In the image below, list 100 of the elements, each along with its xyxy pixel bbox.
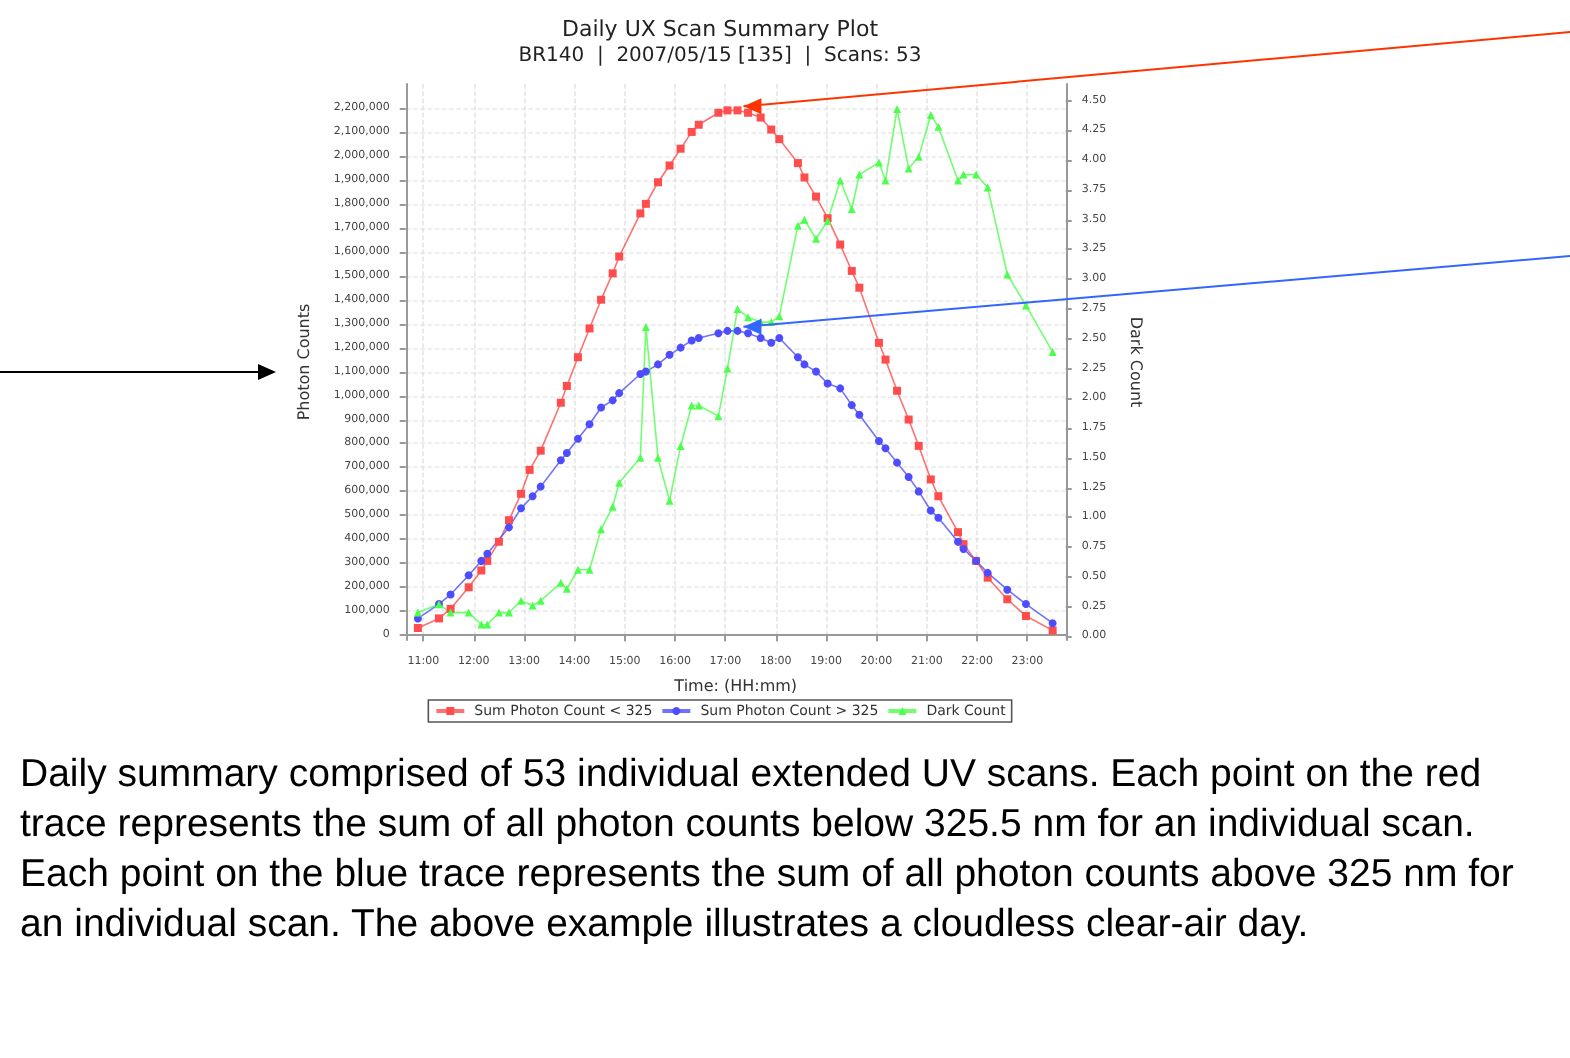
point	[562, 449, 571, 458]
point	[874, 437, 883, 446]
point	[744, 329, 753, 338]
point	[904, 164, 913, 173]
point	[800, 173, 809, 182]
point	[767, 125, 776, 134]
point	[562, 381, 571, 390]
point	[847, 266, 856, 275]
point	[893, 458, 902, 467]
point	[714, 412, 723, 421]
point	[733, 106, 742, 115]
y2-axis-title: Dark Count	[1127, 316, 1145, 408]
point	[983, 568, 992, 577]
text: Daily summary comprised of 53 individual extended UV scans. Each point on the red trace represents the sum of all photon counts below 325.5 nm for an individual scan. Each point on the blue trace represents the sum of all photon counts above 325 nm for an individual scan. The above example illustrates a cloudless clear-air day.	[20, 750, 1516, 950]
point	[793, 159, 802, 168]
point	[494, 537, 503, 546]
point	[665, 161, 674, 170]
point	[953, 528, 962, 537]
point	[676, 144, 685, 153]
point	[934, 513, 943, 522]
point	[615, 252, 624, 261]
point	[585, 324, 594, 333]
point	[800, 215, 809, 224]
point	[562, 584, 571, 593]
point	[847, 401, 856, 410]
point	[881, 444, 890, 453]
point	[641, 199, 650, 208]
point	[536, 446, 545, 455]
point	[723, 106, 732, 115]
point	[641, 367, 650, 376]
point	[477, 556, 486, 565]
point	[934, 492, 943, 501]
point	[608, 269, 617, 278]
point	[775, 334, 784, 343]
point	[413, 608, 422, 617]
point	[926, 506, 935, 515]
point	[1021, 600, 1030, 609]
point	[767, 338, 776, 347]
point	[926, 110, 935, 119]
point	[893, 386, 902, 395]
point	[636, 209, 645, 218]
point	[504, 523, 513, 532]
point	[464, 608, 473, 617]
point	[953, 537, 962, 546]
point	[744, 313, 753, 322]
point	[446, 590, 455, 599]
point	[1003, 585, 1012, 594]
point	[608, 502, 617, 511]
point	[676, 343, 685, 352]
chart-subtitle: BR140 | 2007/05/15 [135] | Scans: 53	[518, 45, 922, 67]
point	[477, 620, 486, 629]
point	[733, 305, 742, 314]
point	[914, 487, 923, 496]
point	[926, 475, 935, 484]
point	[504, 516, 513, 525]
point	[953, 176, 962, 185]
point	[413, 624, 422, 633]
point	[756, 334, 765, 343]
point	[653, 360, 662, 369]
point	[536, 596, 545, 605]
point	[694, 334, 703, 343]
point	[556, 398, 565, 407]
chart-title: Daily UX Scan Summary Plot	[561, 16, 880, 42]
point	[823, 379, 832, 388]
point	[793, 353, 802, 362]
point	[636, 453, 645, 462]
point	[585, 565, 594, 574]
point	[504, 608, 513, 617]
point	[881, 176, 890, 185]
point	[893, 105, 902, 113]
point	[653, 453, 662, 462]
point	[904, 415, 913, 424]
point	[914, 441, 923, 450]
point	[483, 620, 492, 629]
point	[714, 329, 723, 338]
point	[812, 192, 821, 201]
point	[528, 492, 537, 501]
point	[1021, 612, 1030, 621]
point	[585, 420, 594, 429]
point	[483, 549, 492, 558]
point	[914, 152, 923, 161]
point	[756, 113, 765, 122]
point	[687, 336, 696, 345]
point	[744, 108, 753, 117]
point	[874, 338, 883, 347]
point	[800, 360, 809, 369]
point	[836, 384, 845, 393]
point	[733, 326, 742, 335]
x-axis-title: Time: (HH:mm)	[672, 676, 798, 695]
point	[836, 240, 845, 249]
point	[597, 295, 606, 304]
point	[847, 205, 856, 214]
point	[723, 364, 732, 373]
point	[435, 614, 444, 623]
point	[556, 456, 565, 465]
point	[983, 183, 992, 192]
point	[615, 478, 624, 487]
point	[653, 178, 662, 187]
point	[812, 234, 821, 243]
point	[1048, 626, 1057, 635]
